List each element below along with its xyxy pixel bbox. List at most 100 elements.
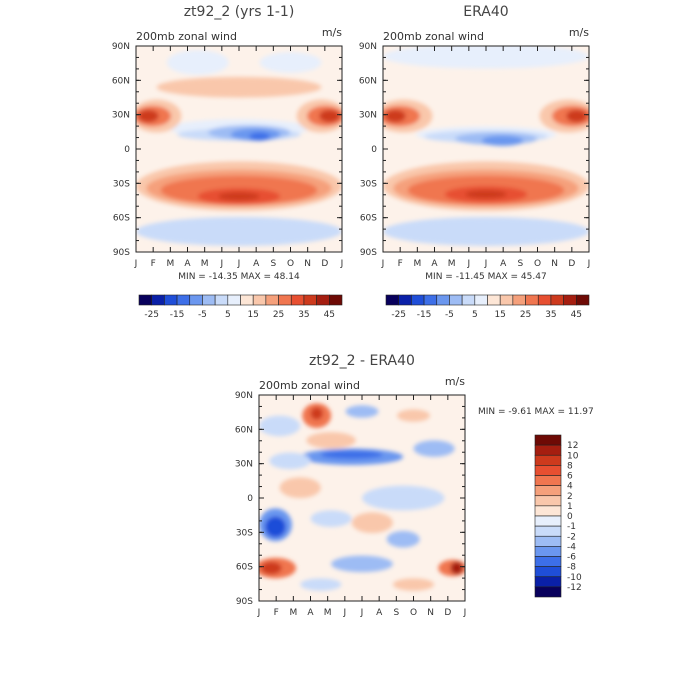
x-tick-label: A	[431, 259, 438, 269]
contour-blob	[385, 109, 406, 123]
colorbar-label: 6	[567, 472, 573, 482]
colorbar-label: 35	[545, 310, 556, 320]
colorbar-label: 15	[247, 310, 258, 320]
panel-subtitle: 200mb zonal wind	[136, 30, 237, 43]
colorbar-swatch	[534, 495, 562, 507]
contour-blob	[136, 216, 342, 246]
colorbar-swatch	[534, 454, 562, 466]
x-tick-label: J	[467, 259, 471, 269]
contour-blob	[261, 561, 282, 575]
colorbar-swatch	[534, 566, 562, 578]
y-tick-label: 30N	[359, 111, 377, 121]
colorbar-label: -4	[567, 542, 576, 552]
x-tick-label: M	[289, 608, 297, 618]
colorbar-swatch	[534, 535, 562, 547]
panel-title: zt92_2 (yrs 1-1)	[184, 4, 295, 20]
x-tick-label: D	[321, 259, 328, 269]
colorbar-label: -10	[567, 573, 582, 583]
y-tick-label: 60S	[360, 214, 377, 224]
contour-blob	[351, 512, 393, 534]
x-tick-label: M	[166, 259, 174, 269]
colorbar-label: -25	[391, 310, 406, 320]
colorbar-swatch	[534, 475, 562, 486]
contour-blob	[465, 190, 507, 199]
contour-blob	[300, 578, 342, 591]
panel-title: ERA40	[463, 4, 508, 20]
colorbar-swatch	[189, 294, 203, 306]
y-tick-label: 0	[247, 494, 253, 504]
contour-blob	[566, 109, 587, 123]
colorbar-swatch	[576, 294, 590, 306]
x-tick-label: M	[201, 259, 209, 269]
contour-blob	[320, 450, 383, 459]
colorbar-label: 8	[567, 461, 573, 471]
colorbar-label: 35	[298, 310, 309, 320]
colorbar-swatch	[214, 294, 229, 306]
colorbar-swatch	[303, 294, 317, 306]
y-tick-label: 0	[371, 145, 377, 155]
colorbar-label: 0	[567, 512, 573, 522]
colorbar-swatch	[534, 485, 562, 497]
colorbar-swatch	[385, 294, 399, 306]
colorbar-label: -5	[445, 310, 454, 320]
colorbar-swatch	[550, 294, 564, 306]
contour-blob	[259, 415, 301, 437]
colorbar-label: 25	[273, 310, 284, 320]
x-tick-label: S	[393, 608, 399, 618]
x-tick-label: J	[134, 259, 138, 269]
contour-blob	[319, 109, 340, 123]
y-tick-label: 30S	[236, 528, 253, 538]
y-tick-label: 90N	[235, 391, 253, 401]
colorbar-swatch	[534, 576, 562, 588]
x-tick-label: N	[427, 608, 434, 618]
panel-subtitle: 200mb zonal wind	[383, 30, 484, 43]
x-tick-label: J	[343, 608, 347, 618]
field-layer	[259, 403, 465, 591]
contour-blob	[413, 440, 455, 457]
x-tick-label: J	[237, 259, 241, 269]
y-tick-label: 30N	[112, 111, 130, 121]
colorbar-swatch	[534, 525, 562, 537]
colorbar-label: -25	[144, 310, 159, 320]
y-tick-label: 90S	[360, 248, 377, 258]
colorbar-swatch	[436, 294, 450, 306]
x-tick-label: D	[444, 608, 451, 618]
contour-blob	[383, 46, 589, 69]
contour-blob	[397, 409, 430, 422]
x-tick-label: M	[413, 259, 421, 269]
colorbar-swatch	[534, 515, 562, 527]
x-tick-label: N	[551, 259, 558, 269]
x-tick-label: F	[398, 259, 403, 269]
contour-blob	[156, 76, 322, 98]
field-layer	[136, 50, 342, 246]
colorbar-swatch	[512, 294, 526, 306]
x-tick-label: F	[274, 608, 279, 618]
colorbar-label: 5	[225, 310, 231, 320]
colorbar-label: -1	[567, 522, 576, 532]
y-tick-label: 60N	[235, 425, 253, 435]
x-tick-label: O	[410, 608, 417, 618]
x-tick-label: N	[304, 259, 311, 269]
colorbar-swatch	[534, 556, 562, 567]
contour-blob	[386, 530, 420, 548]
colorbar-label: 5	[472, 310, 478, 320]
y-tick-label: 60N	[112, 76, 130, 86]
x-tick-label: A	[307, 608, 314, 618]
contour-blob	[362, 485, 445, 511]
x-tick-label: A	[500, 259, 507, 269]
contour-blob	[392, 578, 435, 591]
colorbar-swatch	[534, 434, 562, 446]
colorbar-swatch	[329, 294, 343, 306]
colorbar-label: -8	[567, 563, 576, 573]
contour-blob	[331, 555, 393, 573]
colorbar-swatch	[525, 294, 539, 306]
y-tick-label: 30S	[113, 179, 130, 189]
colorbar-label: -12	[567, 583, 582, 593]
colorbar-swatch	[537, 294, 552, 306]
colorbar-swatch	[398, 294, 412, 306]
y-tick-label: 60N	[359, 76, 377, 86]
contour-blob	[345, 405, 379, 418]
contour-blob	[249, 132, 270, 141]
x-tick-label: O	[287, 259, 294, 269]
